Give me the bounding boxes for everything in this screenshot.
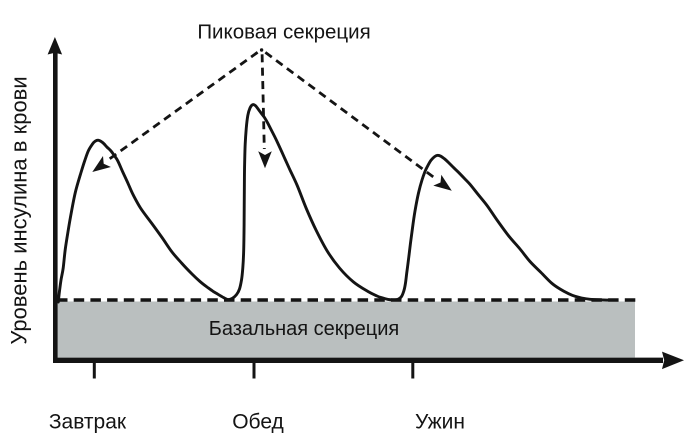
svg-text:Базальная секреция: Базальная секреция (209, 318, 400, 340)
svg-text:Пиковая секреция: Пиковая секреция (197, 20, 370, 43)
svg-text:Обед: Обед (232, 411, 284, 434)
svg-text:Завтрак: Завтрак (49, 411, 127, 434)
svg-text:Уровень инсулина в крови: Уровень инсулина в крови (7, 76, 32, 344)
svg-text:Ужин: Ужин (415, 411, 465, 434)
